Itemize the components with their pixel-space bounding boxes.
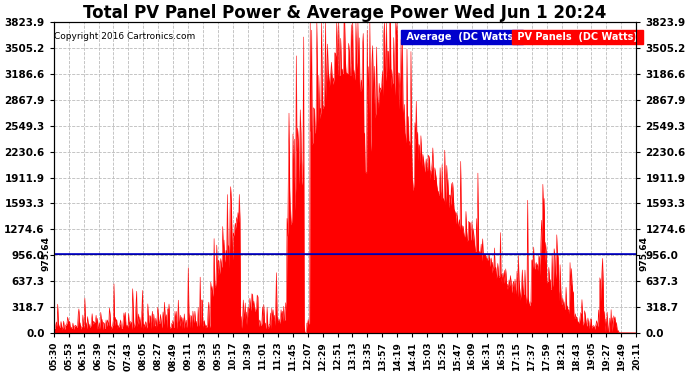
Text: 975.64: 975.64 (42, 236, 51, 271)
Text: Copyright 2016 Cartronics.com: Copyright 2016 Cartronics.com (55, 32, 195, 40)
Text: 975.64: 975.64 (639, 236, 648, 271)
Text: Average  (DC Watts): Average (DC Watts) (403, 32, 522, 42)
Text: PV Panels  (DC Watts): PV Panels (DC Watts) (514, 32, 641, 42)
Title: Total PV Panel Power & Average Power Wed Jun 1 20:24: Total PV Panel Power & Average Power Wed… (83, 4, 607, 22)
